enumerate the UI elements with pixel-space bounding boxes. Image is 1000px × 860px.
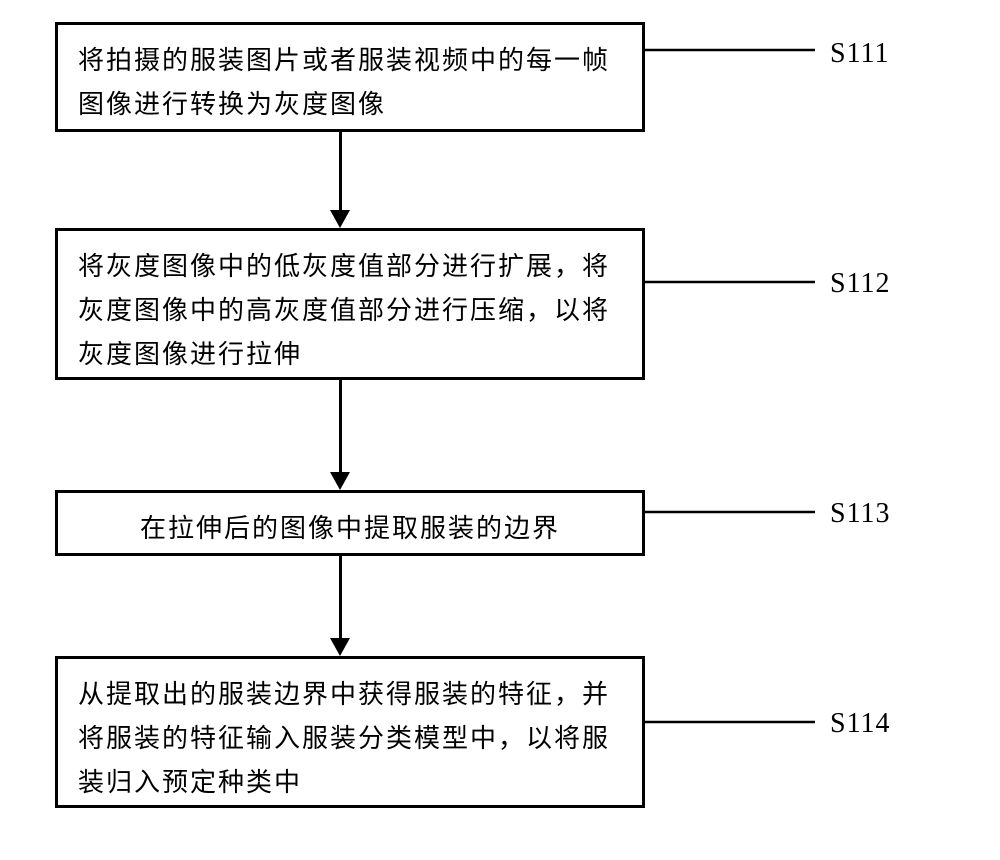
callout-line-s113 bbox=[645, 502, 820, 522]
arrow-head-s112-s113 bbox=[330, 472, 350, 490]
callout-line-s111 bbox=[645, 40, 820, 60]
step-label-s114: S114 bbox=[830, 708, 891, 740]
step-label-s111: S111 bbox=[830, 38, 890, 70]
step-box-s114: 从提取出的服装边界中获得服装的特征，并将服装的特征输入服装分类模型中，以将服装归… bbox=[55, 656, 645, 808]
arrow-head-s113-s114 bbox=[330, 638, 350, 656]
callout-line-s112 bbox=[645, 272, 820, 292]
connector-s111-s112 bbox=[339, 132, 342, 210]
step-label-s113: S113 bbox=[830, 498, 891, 530]
connector-s113-s114 bbox=[339, 556, 342, 638]
step-text-s111: 将拍摄的服装图片或者服装视频中的每一帧图像进行转换为灰度图像 bbox=[78, 46, 610, 119]
callout-line-s114 bbox=[645, 712, 820, 732]
step-label-s112: S112 bbox=[830, 268, 891, 300]
step-text-s114: 从提取出的服装边界中获得服装的特征，并将服装的特征输入服装分类模型中，以将服装归… bbox=[78, 680, 610, 797]
step-text-s112: 将灰度图像中的低灰度值部分进行扩展，将灰度图像中的高灰度值部分进行压缩，以将灰度… bbox=[78, 252, 610, 369]
connector-s112-s113 bbox=[339, 380, 342, 472]
step-text-s113: 在拉伸后的图像中提取服装的边界 bbox=[140, 514, 560, 543]
flowchart-container: 将拍摄的服装图片或者服装视频中的每一帧图像进行转换为灰度图像 S111 将灰度图… bbox=[0, 0, 1000, 860]
step-box-s111: 将拍摄的服装图片或者服装视频中的每一帧图像进行转换为灰度图像 bbox=[55, 22, 645, 132]
step-box-s112: 将灰度图像中的低灰度值部分进行扩展，将灰度图像中的高灰度值部分进行压缩，以将灰度… bbox=[55, 228, 645, 380]
step-box-s113: 在拉伸后的图像中提取服装的边界 bbox=[55, 490, 645, 556]
arrow-head-s111-s112 bbox=[330, 210, 350, 228]
